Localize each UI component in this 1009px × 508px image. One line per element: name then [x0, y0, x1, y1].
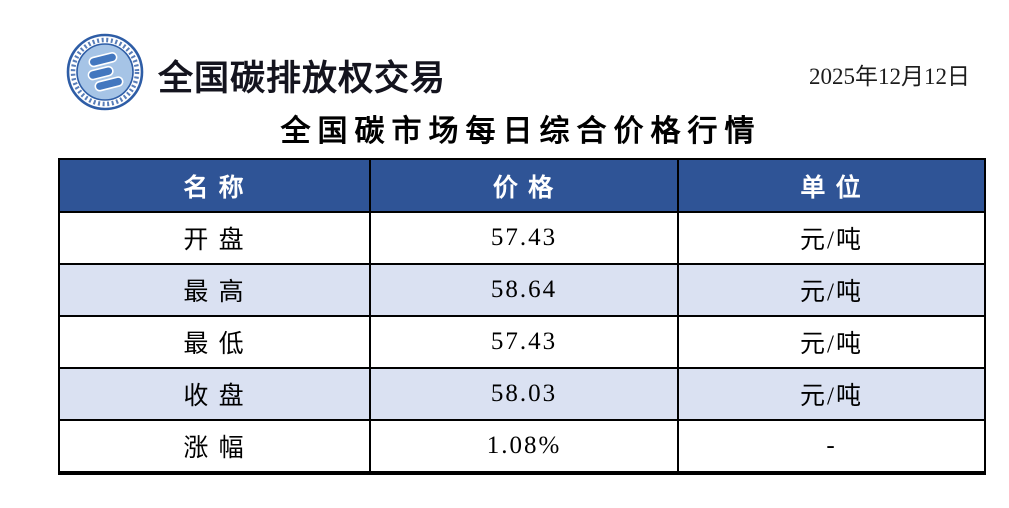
row-unit: 元/吨 [677, 315, 986, 369]
row-price: 58.03 [369, 367, 679, 421]
table-row-high: 最 高 58.64 元/吨 [58, 263, 986, 317]
row-price: 57.43 [369, 211, 679, 265]
column-header-price: 价 格 [369, 158, 679, 213]
carbon-exchange-seal-icon [65, 32, 145, 112]
row-unit: 元/吨 [677, 367, 986, 421]
daily-price-table: 名 称 价 格 单 位 开 盘 57.43 元/吨 最 高 58.64 元/吨 … [58, 158, 986, 475]
brand-title: 全国碳排放权交易 [158, 59, 447, 98]
table-header-row: 名 称 价 格 单 位 [58, 158, 986, 213]
page-title: 全国碳市场每日综合价格行情 [280, 115, 762, 148]
report-date: 2025年12月12日 [809, 64, 970, 89]
row-label: 最 高 [58, 263, 371, 317]
row-price: 1.08% [369, 419, 679, 474]
table-row-close: 收 盘 58.03 元/吨 [58, 367, 986, 421]
row-price: 58.64 [369, 263, 679, 317]
column-header-unit: 单 位 [677, 158, 986, 213]
row-label: 收 盘 [58, 367, 371, 421]
row-label: 涨 幅 [58, 419, 371, 474]
row-unit: 元/吨 [677, 263, 986, 317]
row-price: 57.43 [369, 315, 679, 369]
row-unit: 元/吨 [677, 211, 986, 265]
table-row-open: 开 盘 57.43 元/吨 [58, 211, 986, 265]
row-label: 最 低 [58, 315, 371, 369]
row-label: 开 盘 [58, 211, 371, 265]
table-row-low: 最 低 57.43 元/吨 [58, 315, 986, 369]
table-row-change: 涨 幅 1.08% - [58, 419, 986, 474]
row-unit: - [677, 419, 986, 474]
column-header-name: 名 称 [58, 158, 371, 213]
